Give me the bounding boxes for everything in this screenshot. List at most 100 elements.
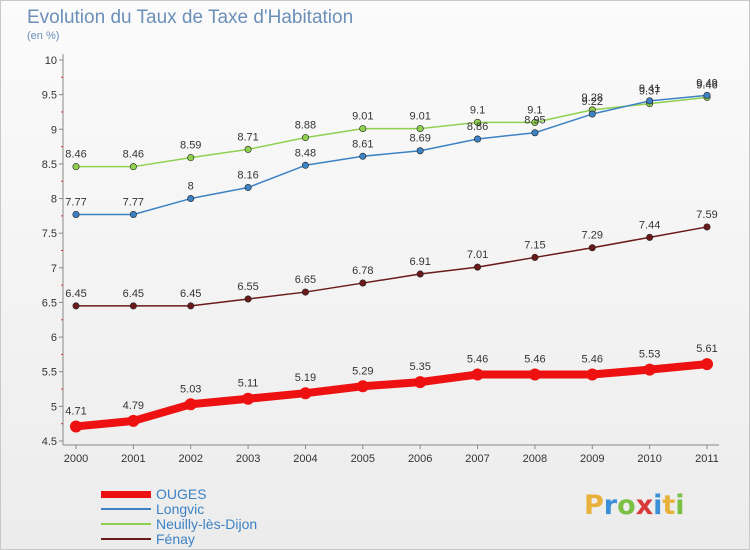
y-tick-label: 8 [51, 194, 57, 206]
x-tick-label: 2000 [64, 453, 88, 465]
data-label: 8.59 [180, 140, 201, 152]
data-point [474, 118, 482, 126]
data-label: 5.19 [295, 372, 316, 384]
legend-label-ouges: OUGES [156, 486, 207, 502]
data-label: 8.86 [467, 121, 488, 133]
data-label: 8.48 [295, 147, 316, 159]
data-point [184, 398, 197, 411]
data-point [301, 161, 309, 169]
logo-letter: i [653, 490, 663, 521]
data-point [701, 358, 713, 371]
data-label: 5.35 [409, 361, 430, 373]
y-tick-label: 5 [51, 401, 57, 413]
data-point [416, 270, 424, 278]
data-label: 7.44 [639, 219, 660, 231]
x-tick-label: 2007 [465, 453, 489, 465]
x-tick-label: 2002 [178, 453, 202, 465]
data-point [531, 253, 539, 261]
data-label: 9.41 [639, 83, 660, 95]
data-label: 9.22 [582, 96, 603, 108]
data-label: 8.69 [409, 133, 430, 145]
x-tick-label: 2008 [523, 453, 547, 465]
data-label: 6.45 [123, 288, 144, 300]
data-label: 7.77 [123, 196, 144, 208]
data-label: 8 [188, 181, 194, 193]
data-label: 4.71 [65, 405, 86, 417]
legend-swatch-neuilly [101, 523, 151, 525]
data-label: 5.29 [352, 365, 373, 377]
data-label: 8.71 [237, 131, 258, 143]
data-label: 7.29 [582, 230, 603, 242]
series-line-1 [75, 94, 708, 216]
x-tick-label: 2011 [695, 453, 719, 465]
data-point [72, 302, 80, 310]
data-point [129, 210, 137, 218]
y-tick-label: 6 [51, 332, 57, 344]
data-label: 6.55 [237, 281, 258, 293]
data-point [187, 302, 195, 310]
data-label: 7.01 [467, 249, 488, 261]
data-point [187, 154, 195, 162]
x-tick-label: 2001 [121, 453, 145, 465]
data-point [301, 134, 309, 142]
data-label: 8.16 [237, 169, 258, 181]
data-point [474, 263, 482, 271]
data-label: 7.59 [696, 209, 717, 221]
y-tick-label: 5.5 [42, 367, 57, 379]
data-label: 7.15 [524, 239, 545, 251]
data-point [242, 392, 255, 405]
legend-swatch-ouges [101, 491, 151, 498]
logo-letter: x [635, 490, 654, 521]
y-tick-label: 8.5 [42, 159, 57, 171]
data-point [244, 295, 252, 303]
data-label: 6.65 [295, 274, 316, 286]
data-point [703, 223, 711, 231]
data-label: 6.45 [65, 288, 86, 300]
y-tick-label: 9.5 [42, 90, 57, 102]
data-label: 8.46 [123, 149, 144, 161]
data-point [129, 302, 137, 310]
data-point [359, 279, 367, 287]
data-label: 8.88 [295, 120, 316, 132]
y-tick-label: 9 [51, 124, 57, 136]
data-label: 9.37 [639, 86, 660, 98]
data-point [531, 129, 539, 137]
data-point [531, 118, 539, 126]
data-label: 4.79 [123, 400, 144, 412]
logo-letter: i [675, 490, 685, 521]
logo-letter: r [603, 490, 618, 521]
data-point [359, 152, 367, 160]
data-label: 5.53 [639, 349, 660, 361]
data-point [416, 125, 424, 133]
data-label: 7.77 [65, 196, 86, 208]
data-point [586, 368, 599, 381]
data-label: 5.46 [582, 353, 603, 365]
data-label: 9.1 [527, 104, 542, 116]
logo-letter: o [617, 490, 636, 521]
legend-swatch-longvic [101, 508, 151, 510]
logo-letter: t [662, 490, 676, 521]
series-line-0 [72, 360, 711, 431]
data-point [244, 183, 252, 191]
series-labels: 4.71 4.79 5.03 5.11 5.19 5.29 5.35 5.46 5.46 5.46… [65, 77, 717, 417]
data-point [359, 125, 367, 133]
data-point [646, 97, 654, 105]
data-label: 5.46 [467, 353, 488, 365]
data-label: 9.1 [470, 104, 485, 116]
data-point [244, 145, 252, 153]
data-label: 5.61 [696, 343, 717, 355]
chart-subtitle: (en %) [27, 30, 60, 42]
legend-label-fenay: Fénay [156, 531, 195, 547]
data-point [474, 135, 482, 143]
y-tick-label: 4.5 [42, 436, 57, 448]
data-label: 6.78 [352, 265, 373, 277]
series-line-3 [75, 226, 708, 307]
data-point [301, 288, 309, 296]
legend-label-neuilly: Neuilly-lès-Dijon [156, 516, 258, 532]
data-label: 9.28 [582, 92, 603, 104]
data-label: 8.61 [352, 138, 373, 150]
proxiti-logo: Proxiti [584, 490, 685, 521]
data-point [646, 233, 654, 241]
data-point [588, 110, 596, 118]
data-point [72, 163, 80, 171]
